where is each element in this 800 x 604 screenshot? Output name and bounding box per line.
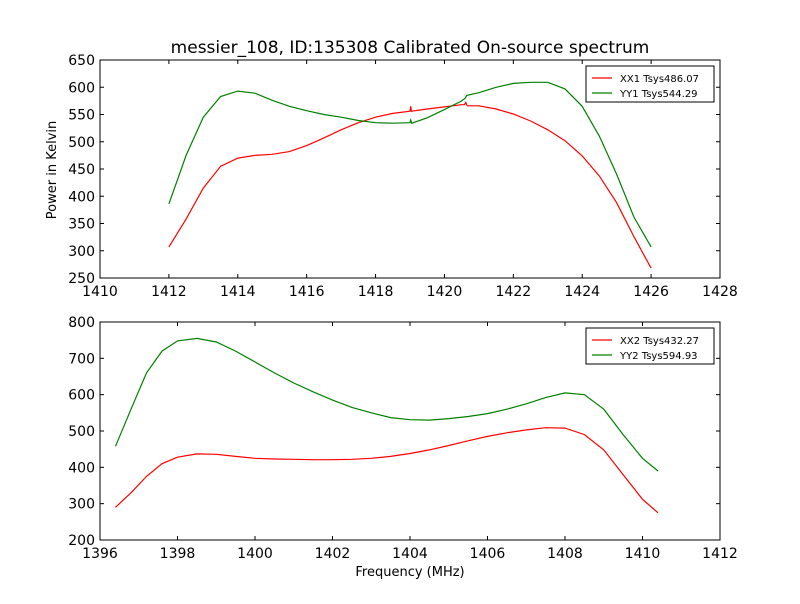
x-tick-label: 1420 <box>427 284 463 300</box>
y-tick-label: 600 <box>68 80 95 96</box>
panel-2: 1396 1398 1400 1402 1404 1406 1408 1410 1412 200 3… <box>68 315 738 562</box>
y-tick-label: 350 <box>68 217 95 233</box>
x-tick-label: 1410 <box>625 546 661 562</box>
y-axis-label: Power in Kelvin <box>45 121 60 219</box>
chart-title: messier_108, ID:135308 Calibrated On-sou… <box>171 38 650 58</box>
y-tick-label: 400 <box>68 189 95 205</box>
y-tick-label: 200 <box>68 533 95 549</box>
x-tick-label: 1408 <box>547 546 583 562</box>
y-tick-label: 650 <box>68 53 95 69</box>
y-tick-label: 500 <box>68 135 95 151</box>
y-tick-label: 300 <box>68 497 95 513</box>
y-tick-label: 500 <box>68 424 95 440</box>
legend-box <box>585 327 715 365</box>
x-tick-label: 1412 <box>702 546 738 562</box>
x-tick-label: 1402 <box>315 546 351 562</box>
x-tick-label: 1406 <box>470 546 506 562</box>
x-tick-label: 1416 <box>289 284 325 300</box>
x-tick-label: 1418 <box>358 284 394 300</box>
x-axis-label: Frequency (MHz) <box>355 565 464 580</box>
x-tick-label: 1426 <box>633 284 669 300</box>
y-tick-label: 400 <box>68 460 95 476</box>
x-tick-label: 1414 <box>220 284 256 300</box>
legend-label: XX1 Tsys486.07 <box>620 74 699 85</box>
x-tick-label: 1410 <box>82 284 118 300</box>
legend: XX1 Tsys486.07 YY1 Tsys544.29 <box>585 65 715 103</box>
x-tick-label: 1404 <box>392 546 428 562</box>
y-tick-label: 250 <box>68 271 95 287</box>
y-tick-label: 600 <box>68 388 95 404</box>
panel-1: 1410 1412 1414 1416 1418 1420 1422 1424 1426 1428… <box>68 53 738 300</box>
y-tick-label: 800 <box>68 315 95 331</box>
series-line-xx1 <box>168 101 652 269</box>
y-tick-label: 550 <box>68 108 95 124</box>
x-tick-label: 1398 <box>160 546 196 562</box>
panels: 1410 1412 1414 1416 1418 1420 1422 1424 1426 1428… <box>68 53 738 562</box>
x-tick-label: 1412 <box>151 284 187 300</box>
legend-label: YY2 Tsys594.93 <box>619 351 698 362</box>
legend-label: YY1 Tsys544.29 <box>619 89 698 100</box>
legend: XX2 Tsys432.27 YY2 Tsys594.93 <box>585 327 715 365</box>
x-tick-label: 1428 <box>702 284 738 300</box>
x-tick-label: 1424 <box>564 284 600 300</box>
y-tick-label: 700 <box>68 351 95 367</box>
series-line-yy1 <box>168 81 652 248</box>
series-line-xx2 <box>115 427 659 514</box>
y-tick-label: 450 <box>68 162 95 178</box>
x-tick-label: 1422 <box>496 284 532 300</box>
series-line-yy2 <box>114 337 659 472</box>
x-tick-label: 1400 <box>237 546 273 562</box>
legend-box <box>585 65 715 103</box>
legend-label: XX2 Tsys432.27 <box>620 336 699 347</box>
y-tick-label: 300 <box>68 244 95 260</box>
x-tick-label: 1396 <box>82 546 118 562</box>
